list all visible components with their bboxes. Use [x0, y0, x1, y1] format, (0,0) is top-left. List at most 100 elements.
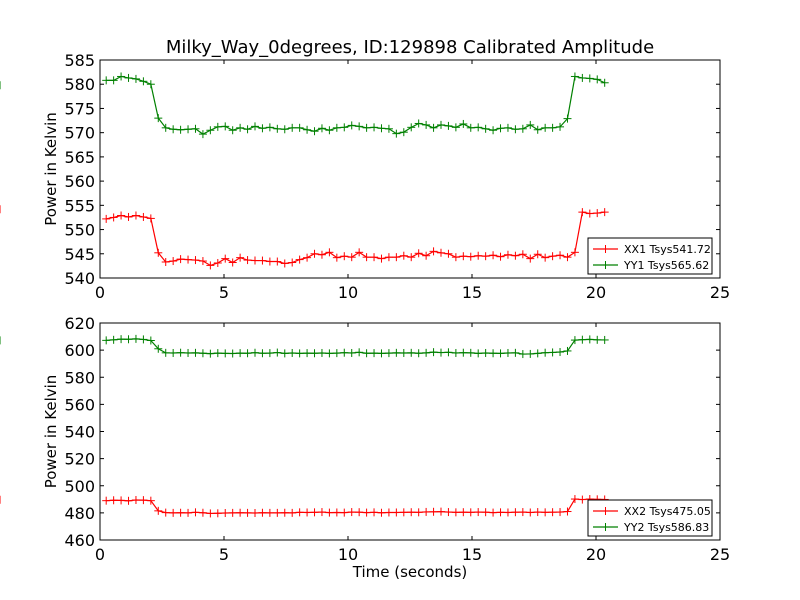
data-point	[548, 123, 557, 132]
data-point	[437, 507, 445, 516]
data-point	[481, 348, 490, 357]
data-point	[570, 248, 579, 257]
legend-label: YY1 Tsys565.62	[623, 259, 709, 272]
data-point	[414, 119, 423, 128]
data-point	[288, 508, 297, 517]
data-point	[489, 126, 498, 135]
data-point	[600, 335, 609, 344]
data-point	[593, 335, 602, 344]
y-tick-label: 585	[64, 51, 95, 70]
data-point	[176, 508, 185, 517]
data-point	[206, 261, 215, 270]
data-point	[325, 126, 334, 135]
data-point	[541, 508, 550, 517]
data-point	[317, 508, 326, 517]
x-tick-label: 25	[710, 283, 730, 302]
data-point	[228, 508, 237, 517]
x-tick-label: 5	[219, 283, 229, 302]
data-point	[273, 348, 282, 357]
data-point	[124, 212, 133, 221]
data-point	[347, 348, 356, 357]
data-point	[109, 76, 118, 85]
y-tick-label: 575	[64, 99, 95, 118]
data-point	[273, 508, 282, 517]
data-point	[332, 349, 341, 358]
data-point	[556, 122, 565, 131]
data-point	[139, 77, 148, 86]
data-point	[548, 508, 557, 517]
data-point	[451, 348, 460, 357]
data-point	[459, 348, 468, 357]
data-point	[578, 335, 587, 344]
data-point	[258, 124, 267, 133]
data-point	[496, 349, 505, 358]
data-point	[228, 126, 237, 135]
data-point	[526, 508, 535, 517]
data-point	[117, 496, 126, 505]
data-point	[437, 248, 445, 257]
data-point	[511, 251, 520, 260]
data-point	[526, 120, 535, 129]
data-point	[340, 252, 349, 261]
x-tick-label: 20	[586, 545, 606, 564]
data-point	[213, 509, 222, 518]
data-point	[332, 123, 341, 132]
data-point	[251, 509, 259, 518]
data-point	[146, 214, 155, 223]
data-point	[585, 74, 594, 83]
data-point	[518, 250, 527, 259]
data-point	[303, 508, 312, 517]
data-point	[370, 349, 379, 358]
data-point	[332, 508, 341, 517]
data-point	[578, 208, 587, 217]
data-point	[459, 252, 468, 261]
data-point	[191, 348, 200, 357]
data-point	[206, 509, 215, 518]
y-tick-label: 540	[64, 269, 95, 288]
chart-title: Milky_Way_0degrees, ID:129898 Calibrated…	[166, 37, 654, 58]
x-axis-label: Time (seconds)	[352, 563, 468, 581]
data-point	[325, 349, 334, 358]
data-point	[377, 508, 386, 517]
data-point	[109, 335, 118, 344]
data-point	[206, 349, 215, 358]
data-point	[161, 508, 170, 517]
data-point	[362, 123, 371, 132]
data-point	[243, 125, 252, 134]
data-point	[251, 122, 259, 131]
y-tick-label: 600	[64, 341, 95, 360]
data-point	[280, 349, 289, 358]
data-point	[548, 348, 557, 357]
data-point	[496, 124, 505, 133]
data-point	[117, 72, 126, 81]
data-point	[377, 349, 386, 358]
data-point	[474, 251, 483, 260]
data-point	[503, 348, 512, 357]
data-point	[258, 256, 267, 265]
data-point	[511, 125, 520, 134]
data-point	[518, 124, 527, 133]
legend: XX2 Tsys475.05 YY2 Tsys586.83	[587, 499, 713, 537]
data-point	[600, 208, 609, 217]
data-point	[578, 495, 587, 504]
data-point	[466, 123, 475, 132]
data-point	[392, 508, 401, 517]
data-point	[243, 349, 252, 358]
data-point	[414, 249, 423, 258]
data-point	[570, 72, 579, 81]
data-point	[169, 508, 178, 517]
data-point	[503, 508, 512, 517]
data-point	[184, 255, 193, 264]
y-tick-label: 460	[64, 531, 95, 550]
y-tick-label: 560	[64, 395, 95, 414]
x-tick-label: 25	[710, 545, 730, 564]
data-point	[585, 209, 594, 218]
data-point	[355, 508, 364, 517]
data-point	[317, 250, 326, 259]
data-point	[355, 348, 364, 357]
data-point	[459, 508, 468, 517]
data-point	[169, 125, 178, 134]
plot-frame	[99, 322, 721, 541]
data-point	[317, 348, 326, 357]
data-point	[526, 349, 535, 358]
